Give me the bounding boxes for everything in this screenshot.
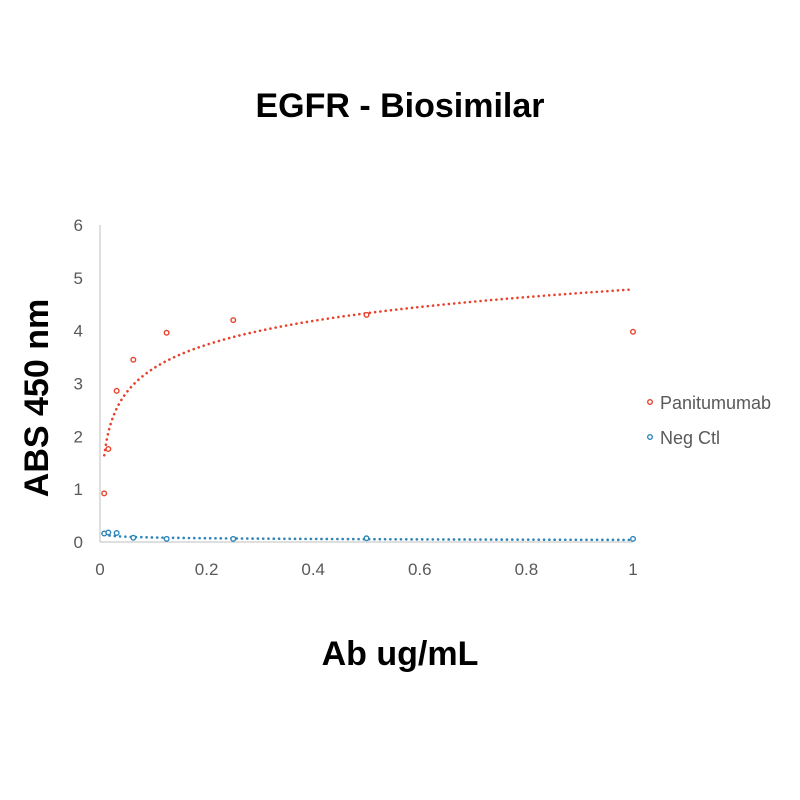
data-point-panitumumab xyxy=(230,317,237,324)
trendlines xyxy=(102,288,635,542)
data-point-panitumumab xyxy=(113,387,120,394)
legend-marker xyxy=(647,399,654,406)
y-tick-label: 3 xyxy=(74,375,83,394)
y-tick-label: 2 xyxy=(74,427,83,446)
data-point-neg-ctl xyxy=(130,534,137,541)
legend-label: Panitumumab xyxy=(660,393,771,413)
data-points xyxy=(101,311,637,542)
y-tick-label: 1 xyxy=(74,480,83,499)
data-point-panitumumab xyxy=(101,490,108,497)
x-tick-label: 0.6 xyxy=(408,560,432,579)
x-tick-label: 0.4 xyxy=(301,560,325,579)
y-tick-label: 6 xyxy=(74,216,83,235)
legend-label: Neg Ctl xyxy=(660,428,720,448)
y-tick-label: 4 xyxy=(74,322,83,341)
data-point-neg-ctl xyxy=(163,535,170,542)
data-point-neg-ctl xyxy=(105,529,112,536)
x-axis-title: Ab ug/mL xyxy=(322,635,479,673)
data-point-panitumumab xyxy=(130,356,137,363)
chart-title: EGFR - Biosimilar xyxy=(255,87,544,125)
x-tick-label: 0.8 xyxy=(515,560,539,579)
data-point-neg-ctl xyxy=(230,535,237,542)
data-point-panitumumab xyxy=(163,329,170,336)
y-tick-labels: 0 1 2 3 4 5 6 xyxy=(74,216,83,552)
data-point-panitumumab xyxy=(630,328,637,335)
y-tick-label: 0 xyxy=(74,533,83,552)
data-point-neg-ctl xyxy=(630,535,637,542)
legend: Panitumumab Neg Ctl xyxy=(647,393,771,448)
data-point-panitumumab xyxy=(363,311,370,318)
x-tick-label: 1 xyxy=(628,560,637,579)
data-point-panitumumab xyxy=(105,446,112,453)
data-point-neg-ctl xyxy=(113,530,120,537)
x-tick-label: 0.2 xyxy=(195,560,219,579)
y-tick-label: 5 xyxy=(74,269,83,288)
x-tick-label: 0 xyxy=(95,560,104,579)
legend-marker xyxy=(647,434,654,441)
data-point-neg-ctl xyxy=(363,535,370,542)
x-tick-labels: 0 0.2 0.4 0.6 0.8 1 xyxy=(95,560,637,579)
y-axis-title: ABS 450 nm xyxy=(18,299,56,497)
